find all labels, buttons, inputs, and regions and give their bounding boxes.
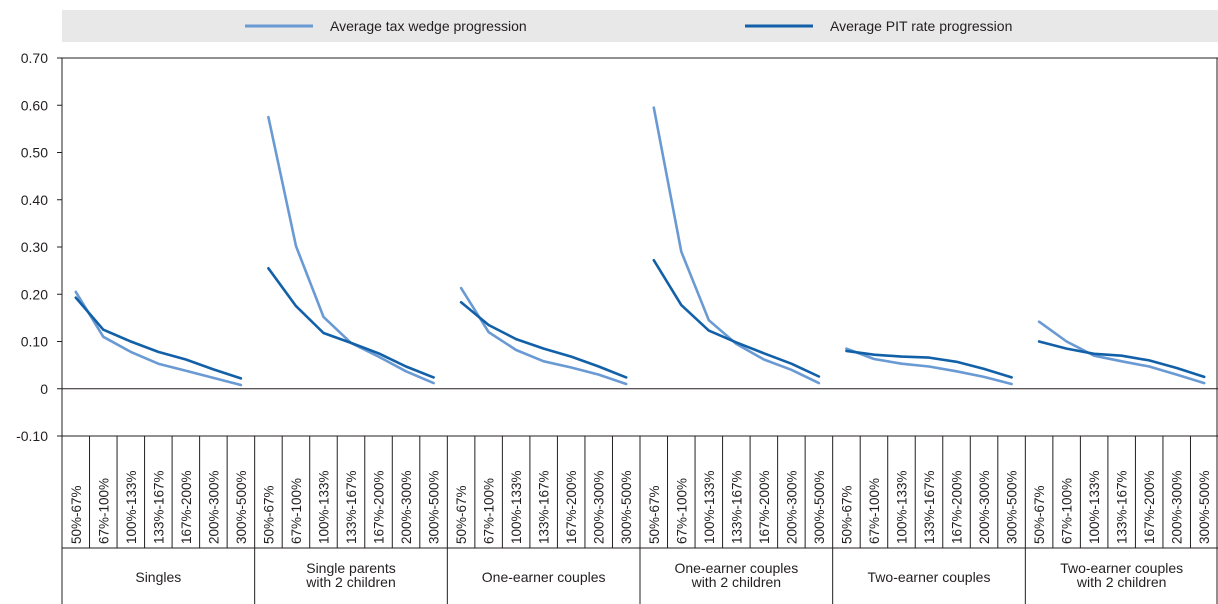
x-category-label: 200%-300%: [977, 470, 992, 544]
x-group-label-line: with 2 children: [305, 574, 396, 590]
x-category-label: 133%-167%: [1115, 470, 1130, 544]
x-category-label: 100%-133%: [1087, 470, 1102, 544]
x-category-label: 67%-100%: [96, 478, 111, 544]
x-category-label: 167%-200%: [757, 470, 772, 544]
x-category-labels: 50%-67% 67%-100% 100%-133% 133%-167% 167%-20…: [69, 470, 1212, 544]
x-category-label: 133%-167%: [537, 470, 552, 544]
x-group-label: Singles: [135, 569, 181, 585]
x-category-label: 300%-500%: [234, 470, 249, 544]
pit-rate-line-5: [845, 349, 1013, 379]
legend: Average tax wedge progression Average PIT…: [62, 10, 1218, 42]
x-category-label: 167%-200%: [950, 470, 965, 544]
x-category-label: 100%-133%: [894, 470, 909, 544]
x-category-label: 50%-67%: [261, 485, 276, 544]
x-category-label: 67%-100%: [867, 478, 882, 544]
legend-label-2: Average PIT rate progression: [830, 18, 1012, 34]
x-category-label: 200%-300%: [1170, 470, 1185, 544]
y-tick-label: 0.70: [21, 50, 48, 66]
y-tick-label: 0.30: [21, 239, 48, 255]
x-group-label-line: Singles: [135, 569, 181, 585]
legend-box: [62, 10, 1218, 42]
x-category-label: 167%-200%: [179, 470, 194, 544]
x-category-label: 50%-67%: [839, 485, 854, 544]
y-tick-label: 0.20: [21, 286, 48, 302]
x-group-label-line: Two-earner couples: [1060, 560, 1183, 576]
y-tick-label: 0.10: [21, 334, 48, 350]
x-category-label: 300%-500%: [812, 470, 827, 544]
x-category-label: 67%-100%: [674, 478, 689, 544]
x-group-label-line: with 2 children: [691, 574, 782, 590]
x-category-label: 67%-100%: [289, 478, 304, 544]
x-category-label: 100%-133%: [124, 470, 139, 544]
y-tick-label: 0.60: [21, 97, 48, 113]
x-category-label: 50%-67%: [647, 485, 662, 544]
x-category-label: 133%-167%: [729, 470, 744, 544]
legend-label-1: Average tax wedge progression: [330, 18, 527, 34]
x-group-label-line: Single parents: [306, 560, 396, 576]
x-category-label: 100%-133%: [702, 470, 717, 544]
x-group-label: Two-earner couples with 2 children: [1060, 560, 1183, 590]
x-category-label: 167%-200%: [1142, 470, 1157, 544]
y-tick-label: 0.50: [21, 145, 48, 161]
pit-rate-line-2: [267, 266, 435, 379]
pit-rate-line-1: [74, 296, 243, 380]
x-group-label-line: Two-earner couples: [868, 569, 991, 585]
series-lines: [74, 106, 1206, 387]
x-category-label: 200%-300%: [592, 470, 607, 544]
x-category-label: 200%-300%: [784, 470, 799, 544]
x-category-label: 133%-167%: [151, 470, 166, 544]
pit-rate-line-6: [1037, 340, 1206, 379]
x-category-label: 300%-500%: [1005, 470, 1020, 544]
x-category-label: 67%-100%: [482, 478, 497, 544]
x-category-label: 100%-133%: [509, 470, 524, 544]
x-category-label: 200%-300%: [206, 470, 221, 544]
tax-wedge-line-1: [74, 290, 243, 387]
axes: -0.10 0 0.10 0.20 0.30 0.40 0.50 0.60 0.70: [16, 50, 1218, 604]
y-tick-label: -0.10: [16, 428, 48, 444]
x-category-label: 300%-500%: [427, 470, 442, 544]
x-category-label: 167%-200%: [564, 470, 579, 544]
x-group-label-line: One-earner couples: [674, 560, 798, 576]
x-category-label: 50%-67%: [1032, 485, 1047, 544]
x-category-label: 133%-167%: [344, 470, 359, 544]
x-category-label: 67%-100%: [1060, 478, 1075, 544]
tax-wedge-line-3: [459, 286, 628, 386]
tax-wedge-line-5: [845, 347, 1013, 386]
x-category-label: 50%-67%: [69, 485, 84, 544]
x-group-label: One-earner couples: [482, 569, 606, 585]
x-category-label: 167%-200%: [372, 470, 387, 544]
x-group-label-line: One-earner couples: [482, 569, 606, 585]
x-category-label: 100%-133%: [316, 470, 331, 544]
x-group-label-line: with 2 children: [1076, 574, 1167, 590]
tax-wedge-line-6: [1037, 320, 1206, 385]
y-tick-label: 0.40: [21, 192, 48, 208]
x-category-label: 133%-167%: [922, 470, 937, 544]
x-group-label: One-earner couples with 2 children: [674, 560, 798, 590]
x-category-label: 300%-500%: [619, 470, 634, 544]
tax-wedge-line-4: [652, 106, 821, 385]
pit-rate-line-4: [652, 258, 821, 378]
x-category-label: 300%-500%: [1197, 470, 1212, 544]
x-group-label: Single parents with 2 children: [305, 560, 396, 590]
x-category-label: 50%-67%: [454, 485, 469, 544]
x-category-label: 200%-300%: [399, 470, 414, 544]
pit-rate-line-3: [459, 300, 628, 379]
y-tick-label: 0: [40, 381, 48, 397]
x-group-label: Two-earner couples: [868, 569, 991, 585]
